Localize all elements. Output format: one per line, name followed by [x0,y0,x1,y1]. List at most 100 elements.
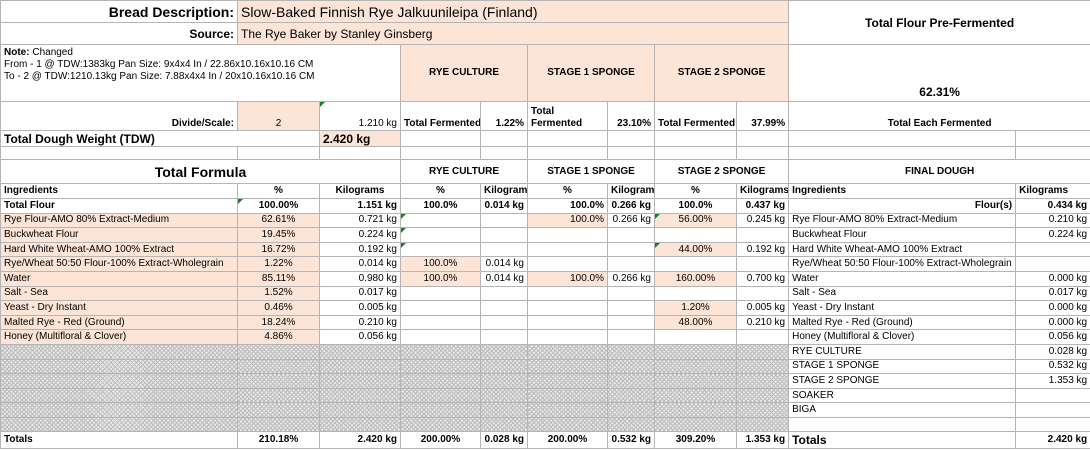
bread-description-value[interactable]: Slow-Baked Finnish Rye Jalkuunileipa (Fi… [236,0,790,23]
stage2-pct[interactable] [654,256,737,272]
hatched-cell [480,373,528,389]
ingredient-pct[interactable]: 1.22% [237,256,320,272]
rye-culture-pct[interactable] [400,314,481,331]
final-dough-preferment-kg: 1.353 kg [1015,373,1090,389]
ingredient-name[interactable]: Malted Rye - Red (Ground) [0,314,238,331]
stage2-kg: 0.245 kg [735,212,790,229]
tdw-value: 2.420 kg [319,130,401,147]
ingredient-pct[interactable]: 19.45% [237,227,320,243]
ingredient-pct[interactable]: 85.11% [237,270,320,287]
stage1-total-fermented-value: 23.10% [607,101,655,131]
ingredient-kg: 0.056 kg [319,329,401,345]
divide-scale-value[interactable]: 2 [237,101,320,131]
blank-cell [735,130,790,147]
hatched-cell [654,402,737,418]
ingredient-pct[interactable]: 62.61% [237,212,320,229]
hatched-cell [400,416,481,432]
rye-culture-kg [480,227,528,243]
source-value[interactable]: The Rye Baker by Stanley Ginsberg [236,22,790,45]
stage2-pct[interactable] [654,329,737,345]
hatched-cell [527,416,608,432]
rye-culture-pct[interactable] [400,212,481,229]
ingredient-name[interactable]: Salt - Sea [0,285,238,302]
ingredient-row: Malted Rye - Red (Ground) 18.24% 0.210 kg 4… [0,314,1090,331]
final-dough-preferment-label: BIGA [788,402,1017,418]
totals-rye-pct: 200.00% [400,430,481,449]
ingredient-name[interactable]: Honey (Multifloral & Clover) [0,329,238,345]
stage1-pct[interactable]: 100.0% [527,212,608,229]
final-dough-kg [1015,256,1090,272]
rye-culture-kg: 0.014 kg [480,198,528,214]
final-dough-kg: 0.000 kg [1015,300,1090,316]
stage1-kg: 0.266 kg [607,270,655,287]
hatched-cell [0,358,238,375]
note-cell[interactable]: Note: Changed From - 1 @ TDW:1383kg Pan … [0,44,401,102]
ingredient-pct[interactable]: 16.72% [237,241,320,258]
ingredient-pct[interactable]: 18.24% [237,314,320,331]
stage1-pct[interactable]: 100.0% [527,198,608,214]
ingredient-name[interactable]: Water [0,270,238,287]
stage2-pct[interactable]: 1.20% [654,300,737,316]
ingredient-kg: 0.005 kg [319,300,401,316]
ingredient-kg: 0.224 kg [319,227,401,243]
blank-cell [237,146,320,160]
ingredient-kg: 0.192 kg [319,241,401,258]
rye-culture-pct[interactable] [400,285,481,302]
blank-cell [527,146,608,160]
final-dough-ingredient: Salt - Sea [788,285,1017,302]
rye-culture-pct[interactable] [400,227,481,243]
stage1-pct[interactable] [527,256,608,272]
final-dough-preferment-label: RYE CULTURE [788,343,1017,360]
stage2-pct[interactable]: 56.00% [654,212,737,229]
stage2-pct[interactable]: 44.00% [654,241,737,258]
ingredient-name[interactable]: Hard White Wheat-AMO 100% Extract [0,241,238,258]
ingredient-pct[interactable]: 0.46% [237,300,320,316]
unused-row: RYE CULTURE 0.028 kg [0,343,1090,360]
hatched-cell [735,387,790,404]
ingredient-kg: 0.980 kg [319,270,401,287]
blank-cell [654,146,737,160]
final-dough-kg: 0.434 kg [1015,198,1090,214]
rye-culture-kg: 0.014 kg [480,270,528,287]
stage1-pct[interactable]: 100.0% [527,270,608,287]
ingredient-row: Honey (Multifloral & Clover) 4.86% 0.056 k… [0,329,1090,345]
stage2-pct[interactable]: 100.0% [654,198,737,214]
stage2-kg: 0.005 kg [735,300,790,316]
rye-culture-pct[interactable] [400,241,481,258]
final-dough-ingredient: Honey (Multifloral & Clover) [788,329,1017,345]
note-label: Note: [4,47,30,58]
stage1-total-fermented-label: Total Fermented [527,101,608,131]
totals-stage2-pct: 309.20% [654,430,737,449]
hatched-cell [654,358,737,375]
ingredient-pct[interactable]: 1.52% [237,285,320,302]
hatched-cell [237,402,320,418]
ingredient-row: Yeast - Dry Instant 0.46% 0.005 kg 1.20% 0.0… [0,300,1090,316]
rye-culture-pct[interactable]: 100.0% [400,256,481,272]
stage2-pct[interactable] [654,285,737,302]
ingredient-name[interactable]: Buckwheat Flour [0,227,238,243]
stage1-pct[interactable] [527,285,608,302]
stage2-pct[interactable]: 48.00% [654,314,737,331]
ingredient-name: Total Flour [0,198,238,214]
stage2-pct[interactable]: 160.00% [654,270,737,287]
ingredient-name[interactable]: Rye/Wheat 50:50 Flour-100% Extract-Whole… [0,256,238,272]
rye-culture-header: RYE CULTURE [400,44,528,102]
ingredient-pct[interactable]: 4.86% [237,329,320,345]
stage1-pct[interactable] [527,300,608,316]
ingredient-name[interactable]: Yeast - Dry Instant [0,300,238,316]
rye-culture-pct[interactable]: 100.0% [400,270,481,287]
hatched-cell [527,373,608,389]
blank-cell [400,146,481,160]
stage1-pct[interactable] [527,241,608,258]
col-header-stage2-pct: % [654,183,737,199]
stage1-pct[interactable] [527,329,608,345]
stage1-pct[interactable] [527,227,608,243]
hatched-cell [237,343,320,360]
rye-culture-pct[interactable]: 100.0% [400,198,481,214]
rye-culture-pct[interactable] [400,329,481,345]
rye-culture-pct[interactable] [400,300,481,316]
hatched-cell [480,358,528,375]
ingredient-name[interactable]: Rye Flour-AMO 80% Extract-Medium [0,212,238,229]
stage1-pct[interactable] [527,314,608,331]
stage2-pct[interactable] [654,227,737,243]
